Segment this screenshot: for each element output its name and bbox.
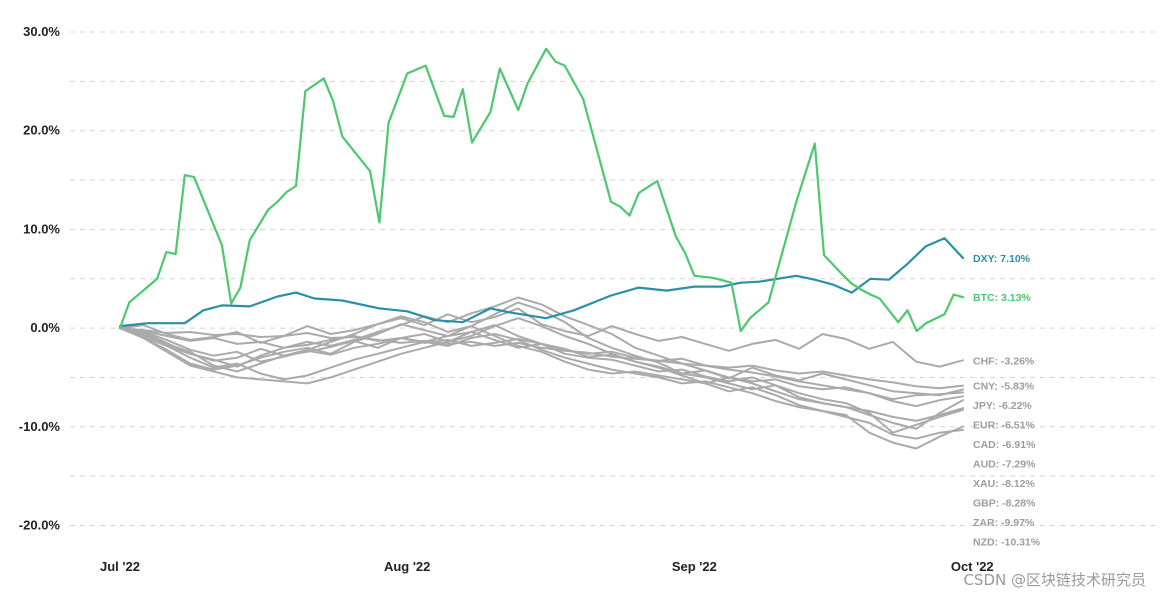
y-tick-label: 30.0% (23, 24, 60, 39)
y-axis-ticks: 30.0% 20.0% 10.0% 0.0% -10.0% -20.0% (19, 24, 61, 533)
series-line-cny (119, 327, 964, 390)
series-label-cad: CAD: -6.91% (973, 439, 1036, 451)
fx-series-lines (119, 296, 964, 450)
series-label-cny: CNY: -5.83% (973, 381, 1035, 393)
series-line-xau (119, 315, 964, 422)
x-axis-ticks: Jul '22 Aug '22 Sep '22 Oct '22 (100, 559, 994, 574)
x-tick-label: Sep '22 (672, 559, 717, 574)
series-label-jpy: JPY: -6.22% (973, 400, 1032, 412)
grid-lines (70, 31, 1160, 526)
series-label-gbp: GBP: -8.28% (973, 498, 1036, 510)
y-tick-label: -10.0% (19, 419, 61, 434)
y-tick-label: 20.0% (23, 123, 60, 138)
series-label-xau: XAU: -8.12% (973, 478, 1036, 490)
series-line-btc (118, 47, 965, 333)
series-label-aud: AUD: -7.29% (973, 459, 1036, 471)
csdn-watermark: CSDN @区块链技术研究员 (963, 571, 1146, 589)
series-label-nzd: NZD: -10.31% (973, 537, 1041, 549)
x-tick-label: Oct '22 (951, 559, 994, 574)
series-label-zar: ZAR: -9.97% (973, 517, 1035, 529)
y-tick-label: 0.0% (30, 320, 60, 335)
series-label-chf: CHF: -3.26% (973, 355, 1035, 367)
series-end-labels: DXY: 7.10% BTC: 3.13% CHF: -3.26% CNY: -5.8… (973, 253, 1041, 549)
x-tick-label: Aug '22 (384, 559, 430, 574)
series-label-eur: EUR: -6.51% (973, 420, 1036, 432)
series-line-aud (119, 301, 964, 430)
series-line-nzd (119, 317, 964, 440)
y-tick-label: -20.0% (19, 518, 61, 533)
series-label-dxy: DXY: 7.10% (973, 253, 1031, 265)
series-line-jpy (119, 296, 964, 397)
series-label-btc: BTC: 3.13% (973, 292, 1031, 304)
highlight-series-lines (118, 47, 965, 333)
y-tick-label: 10.0% (23, 221, 60, 236)
series-line-gbp (119, 327, 964, 434)
x-tick-label: Jul '22 (100, 559, 140, 574)
